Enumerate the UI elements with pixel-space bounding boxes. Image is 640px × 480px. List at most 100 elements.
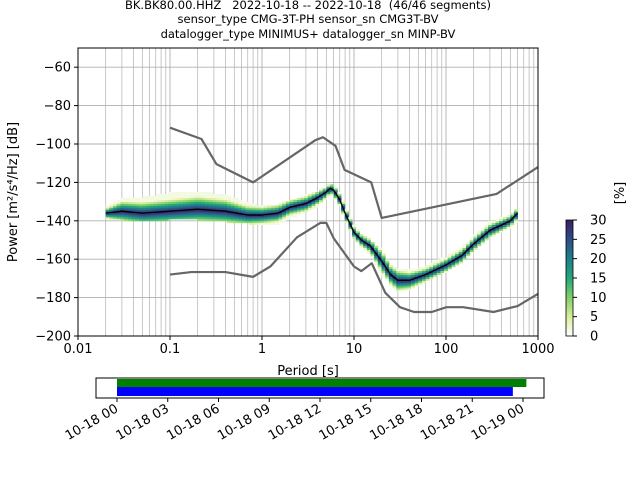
- psd-density-cell: [227, 215, 232, 218]
- psd-density-cell: [385, 266, 390, 270]
- psd-density-cell: [315, 193, 320, 197]
- psd-density-cell: [311, 203, 316, 206]
- psd-density-cell: [458, 251, 463, 254]
- psd-density-cell: [142, 203, 147, 206]
- psd-density-cell: [168, 215, 173, 218]
- psd-density-cell: [296, 207, 302, 210]
- psd-density-cell: [480, 240, 485, 243]
- psd-density-cell: [381, 259, 386, 262]
- psd-density-cell: [219, 205, 224, 208]
- psd-density-cell: [473, 238, 478, 241]
- psd-density-cell: [399, 274, 404, 277]
- psd-density-cell: [193, 203, 199, 206]
- psd-density-cell: [444, 261, 449, 264]
- psd-density-cell: [462, 253, 467, 256]
- psd-density-cell: [171, 203, 176, 206]
- psd-density-cell: [311, 192, 316, 195]
- psd-density-cell: [241, 215, 246, 218]
- psd-density-cell: [477, 243, 482, 247]
- psd-density-cell: [157, 203, 162, 206]
- psd-density-cell: [190, 209, 195, 212]
- psd-density-cell: [462, 257, 467, 260]
- psd-density-cell: [447, 255, 452, 258]
- psd-density-cell: [252, 220, 257, 224]
- psd-density-cell: [502, 218, 507, 222]
- psd-density-cell: [285, 211, 290, 214]
- psd-density-cell: [407, 284, 412, 287]
- psd-density-cell: [513, 209, 518, 212]
- psd-density-cell: [146, 203, 151, 206]
- psd-density-cell: [421, 268, 427, 272]
- psd-density-cell: [113, 209, 118, 212]
- psd-density-cell: [466, 241, 471, 245]
- psd-density-cell: [109, 216, 114, 220]
- psd-density-cell: [168, 211, 173, 214]
- psd-density-cell: [230, 216, 235, 220]
- psd-density-cell: [260, 211, 265, 214]
- psd-density-cell: [124, 197, 129, 201]
- psd-density-cell: [399, 270, 404, 274]
- psd-density-cell: [153, 195, 158, 199]
- psd-density-cell: [337, 203, 342, 206]
- y-tick-label: −160: [35, 253, 71, 268]
- psd-density-cell: [278, 207, 283, 210]
- psd-density-cell: [124, 203, 129, 206]
- psd-density-cell: [171, 197, 176, 201]
- psd-density-cell: [175, 205, 180, 208]
- timeline-tick-label: 10-18 09: [215, 401, 273, 443]
- psd-density-cell: [190, 213, 195, 216]
- psd-density-cell: [304, 207, 309, 210]
- psd-density-cell: [326, 192, 331, 195]
- psd-density-cell: [208, 195, 213, 199]
- psd-density-cell: [109, 215, 114, 218]
- psd-density-cell: [164, 199, 169, 202]
- psd-density-cell: [146, 216, 151, 220]
- psd-density-cell: [304, 209, 309, 212]
- psd-density-cell: [304, 203, 309, 206]
- psd-density-cell: [388, 270, 393, 274]
- psd-density-cell: [315, 192, 320, 195]
- psd-density-band: [105, 184, 518, 291]
- psd-density-cell: [337, 201, 342, 204]
- psd-density-cell: [179, 201, 184, 204]
- psd-density-cell: [293, 215, 298, 218]
- psd-density-cell: [407, 274, 412, 277]
- psd-density-cell: [175, 197, 180, 201]
- psd-density-cell: [274, 222, 279, 226]
- psd-density-cell: [396, 282, 401, 285]
- psd-density-cell: [168, 209, 173, 212]
- psd-density-cell: [263, 205, 268, 208]
- psd-density-cell: [363, 236, 368, 239]
- psd-density-cell: [337, 192, 342, 195]
- psd-density-cell: [124, 205, 129, 208]
- psd-density-cell: [392, 266, 397, 270]
- psd-density-cell: [160, 201, 165, 204]
- psd-density-cell: [182, 205, 188, 208]
- psd-density-cell: [344, 209, 349, 212]
- psd-density-cell: [469, 247, 474, 250]
- psd-density-cell: [425, 278, 430, 281]
- psd-density-cell: [495, 218, 500, 222]
- psd-density-cell: [160, 195, 165, 199]
- psd-density-cell: [135, 201, 140, 204]
- psd-density-cell: [164, 218, 169, 222]
- psd-density-cell: [396, 278, 401, 281]
- psd-density-cell: [289, 211, 294, 214]
- psd-density-cell: [433, 270, 438, 274]
- psd-density-cell: [249, 203, 254, 206]
- psd-density-cell: [399, 280, 404, 283]
- psd-density-cell: [124, 213, 129, 216]
- psd-density-cell: [429, 266, 434, 270]
- psd-density-cell: [506, 218, 511, 222]
- psd-density-cell: [333, 193, 338, 197]
- psd-density-cell: [425, 264, 430, 268]
- psd-density-cell: [135, 203, 140, 206]
- psd-density-cell: [425, 268, 430, 272]
- psd-density-cell: [179, 199, 184, 202]
- psd-density-cell: [462, 247, 467, 250]
- psd-density-cell: [510, 222, 515, 226]
- psd-density-cell: [208, 218, 213, 222]
- x-tick-label: 10: [346, 342, 363, 357]
- psd-density-cell: [223, 216, 228, 220]
- psd-density-cell: [252, 207, 257, 210]
